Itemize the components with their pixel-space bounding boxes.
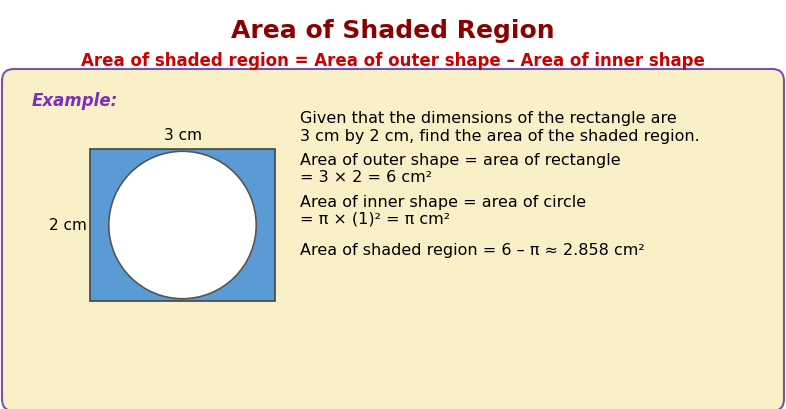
Text: 2 cm: 2 cm	[49, 218, 87, 232]
Circle shape	[108, 151, 256, 299]
Text: Example:: Example:	[32, 92, 118, 110]
Text: Area of inner shape = area of circle: Area of inner shape = area of circle	[300, 195, 586, 209]
Text: 3 cm by 2 cm, find the area of the shaded region.: 3 cm by 2 cm, find the area of the shade…	[300, 130, 700, 144]
Bar	[90, 149, 275, 301]
FancyBboxPatch shape	[2, 69, 784, 409]
Text: Given that the dimensions of the rectangle are: Given that the dimensions of the rectang…	[300, 112, 677, 126]
Text: 3 cm: 3 cm	[163, 128, 201, 142]
Text: Area of Shaded Region: Area of Shaded Region	[231, 19, 555, 43]
Text: = π × (1)² = π cm²: = π × (1)² = π cm²	[300, 211, 450, 227]
Text: Area of shaded region = Area of outer shape – Area of inner shape: Area of shaded region = Area of outer sh…	[81, 52, 705, 70]
Text: Area of outer shape = area of rectangle: Area of outer shape = area of rectangle	[300, 153, 621, 169]
Text: Area of shaded region = 6 – π ≈ 2.858 cm²: Area of shaded region = 6 – π ≈ 2.858 cm…	[300, 243, 645, 258]
Text: = 3 × 2 = 6 cm²: = 3 × 2 = 6 cm²	[300, 171, 432, 186]
